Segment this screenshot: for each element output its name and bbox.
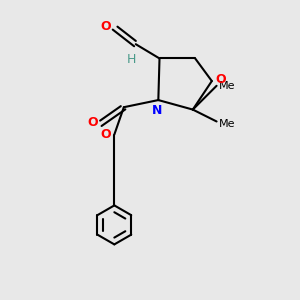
Text: O: O: [100, 20, 111, 33]
Text: Me: Me: [219, 81, 236, 91]
Text: O: O: [100, 128, 111, 141]
Text: O: O: [87, 116, 98, 129]
Text: Me: Me: [219, 119, 236, 129]
Text: O: O: [215, 74, 226, 86]
Text: N: N: [152, 104, 162, 117]
Text: H: H: [126, 52, 136, 65]
